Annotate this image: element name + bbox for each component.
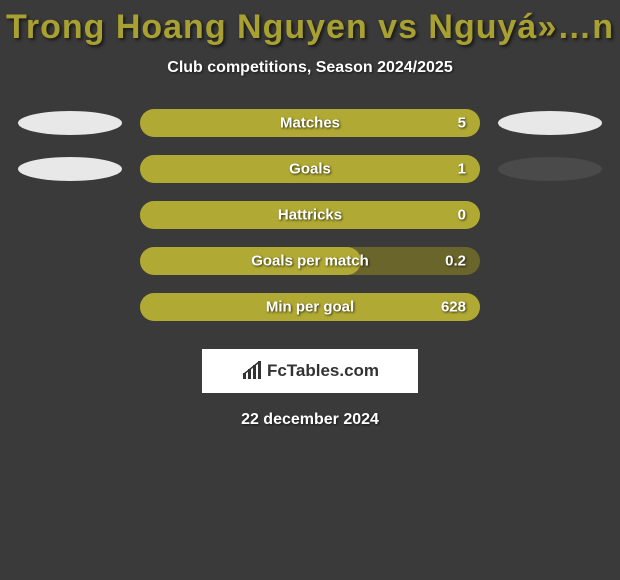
stat-row: Min per goal 628 <box>8 293 612 321</box>
ellipse-spacer <box>498 203 602 227</box>
stat-label: Goals per match <box>251 253 369 270</box>
stat-label: Matches <box>280 115 340 132</box>
ellipse-spacer <box>498 295 602 319</box>
stat-label: Min per goal <box>266 299 354 316</box>
stat-row: Matches 5 <box>8 109 612 137</box>
stat-value: 0.2 <box>445 253 466 270</box>
player-ellipse-left <box>18 111 122 135</box>
stat-label: Goals <box>289 161 331 178</box>
stat-bar: Goals per match 0.2 <box>140 247 480 275</box>
ellipse-spacer <box>18 203 122 227</box>
player-ellipse-right <box>498 157 602 181</box>
stat-value: 628 <box>441 299 466 316</box>
player-ellipse-right <box>498 111 602 135</box>
stat-value: 5 <box>458 115 466 132</box>
ellipse-spacer <box>18 295 122 319</box>
logo-text: FcTables.com <box>267 361 379 381</box>
subtitle: Club competitions, Season 2024/2025 <box>0 59 620 77</box>
stat-row: Goals 1 <box>8 155 612 183</box>
stat-bar: Goals 1 <box>140 155 480 183</box>
player-ellipse-left <box>18 157 122 181</box>
stat-value: 0 <box>458 207 466 224</box>
stat-row: Goals per match 0.2 <box>8 247 612 275</box>
stat-label: Hattricks <box>278 207 342 224</box>
stat-bar: Hattricks 0 <box>140 201 480 229</box>
ellipse-spacer <box>498 249 602 273</box>
stat-bar: Matches 5 <box>140 109 480 137</box>
date-label: 22 december 2024 <box>0 411 620 429</box>
stat-bar: Min per goal 628 <box>140 293 480 321</box>
page-title: Trong Hoang Nguyen vs Nguyá»…n <box>0 8 620 47</box>
bar-chart-icon <box>241 361 263 381</box>
stat-value: 1 <box>458 161 466 178</box>
stat-rows: Matches 5 Goals 1 Hattricks 0 Goals per match 0… <box>0 109 620 321</box>
ellipse-spacer <box>18 249 122 273</box>
stat-row: Hattricks 0 <box>8 201 612 229</box>
comparison-card: Trong Hoang Nguyen vs Nguyá»…n Club comp… <box>0 0 620 429</box>
logo-box[interactable]: FcTables.com <box>202 349 418 393</box>
